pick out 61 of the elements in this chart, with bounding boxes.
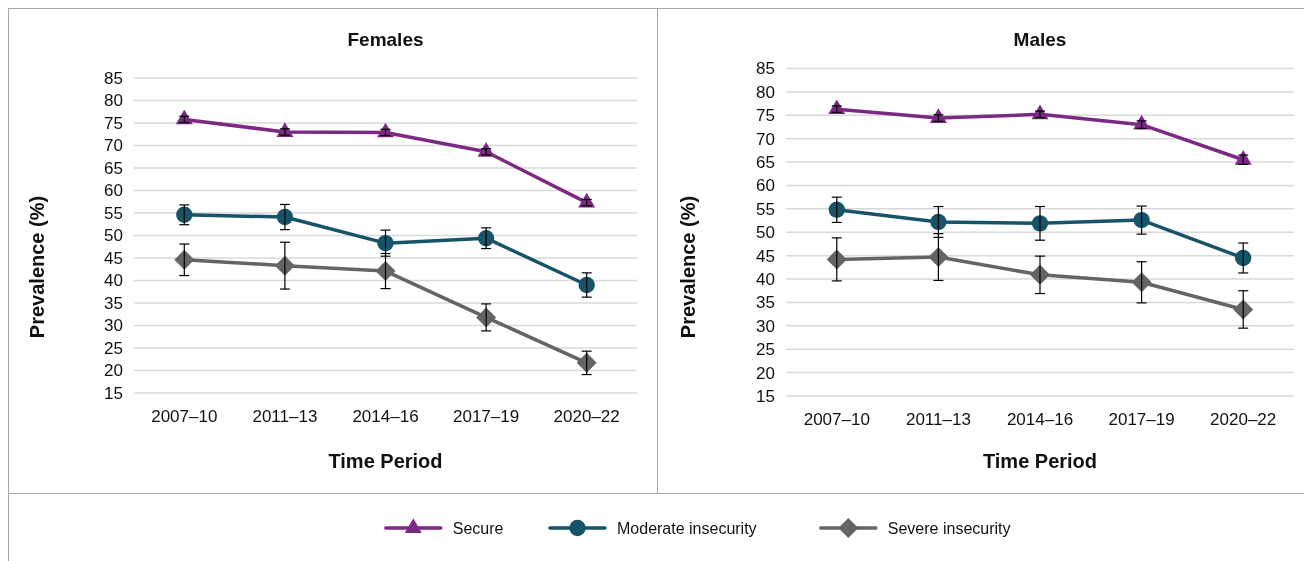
chart-title: Males	[1013, 28, 1066, 50]
y-tick-label: 15	[755, 386, 775, 406]
y-tick-label: 85	[103, 68, 123, 88]
y-tick-label: 75	[755, 105, 775, 125]
y-tick-label: 80	[103, 90, 123, 110]
point	[927, 246, 948, 267]
point	[576, 352, 597, 373]
point	[1131, 271, 1152, 292]
point	[173, 249, 194, 270]
point	[826, 248, 847, 269]
y-tick-label: 50	[755, 222, 775, 242]
point	[1232, 298, 1253, 319]
y-tick-label: 65	[103, 158, 123, 178]
y-tick-label: 55	[755, 199, 775, 219]
x-tick-label: 2011–13	[905, 409, 971, 429]
point	[828, 201, 845, 218]
y-tick-label: 20	[755, 363, 775, 383]
y-tick-label: 20	[103, 360, 123, 380]
chart-title: Females	[346, 28, 424, 50]
y-tick-label: 55	[103, 203, 123, 223]
y-tick-label: 35	[755, 292, 775, 312]
y-tick-label: 25	[103, 338, 123, 358]
legend-label: Moderate insecurity	[616, 519, 757, 537]
x-tick-label: 2017–19	[1108, 409, 1175, 429]
y-tick-label: 80	[755, 82, 775, 102]
y-tick-label: 25	[755, 339, 775, 359]
y-axis-title: Prevalence (%)	[676, 195, 699, 338]
y-tick-label: 45	[103, 248, 123, 268]
y-tick-label: 60	[103, 180, 123, 200]
point	[578, 276, 595, 293]
x-tick-label: 2020–22	[1209, 409, 1276, 429]
point	[929, 213, 947, 230]
y-tick-label: 70	[103, 135, 123, 155]
x-axis-title: Time Period	[327, 449, 443, 472]
x-tick-label: 2007–10	[150, 406, 217, 426]
legend-label: Severe insecurity	[887, 519, 1011, 537]
y-tick-label: 30	[103, 315, 123, 335]
x-tick-label: 2014–16	[1006, 409, 1073, 429]
x-tick-label: 2017–19	[452, 406, 519, 426]
y-tick-label: 85	[755, 58, 775, 78]
x-tick-label: 2020–22	[553, 406, 620, 426]
y-tick-label: 45	[755, 246, 775, 266]
y-tick-label: 75	[103, 113, 123, 133]
y-tick-label: 40	[103, 270, 123, 290]
x-tick-label: 2014–16	[351, 406, 419, 426]
x-tick-label: 2007–10	[803, 409, 870, 429]
y-tick-label: 40	[755, 269, 775, 289]
x-axis-title: Time Period	[982, 449, 1097, 472]
y-tick-label: 30	[755, 316, 775, 336]
y-axis-title: Prevalence (%)	[25, 195, 48, 338]
legend-label: Secure	[452, 519, 504, 537]
point	[1132, 211, 1150, 228]
y-tick-label: 15	[103, 383, 123, 403]
y-tick-label: 60	[755, 175, 775, 195]
y-tick-label: 70	[755, 129, 775, 149]
x-tick-label: 2011–13	[251, 406, 317, 426]
point	[1234, 249, 1251, 266]
y-tick-label: 50	[103, 225, 123, 245]
y-tick-label: 65	[755, 152, 775, 172]
y-tick-label: 35	[103, 293, 123, 313]
point	[375, 260, 395, 281]
